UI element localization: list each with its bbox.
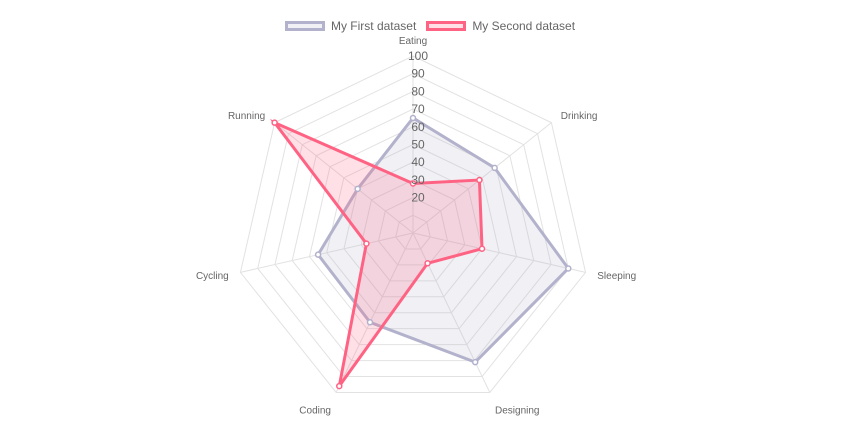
tick-label-20: 20 [411, 191, 425, 205]
spoke-drinking [412, 122, 552, 234]
spoke-sleeping [412, 232, 586, 273]
data-point-second-sleeping [478, 245, 486, 252]
legend-item-second-dataset[interactable]: My Second dataset [426, 19, 575, 33]
tick-label-60: 60 [411, 120, 425, 134]
legend-label-first-dataset: My First dataset [330, 19, 417, 33]
legend: My First dataset My Second dataset [0, 15, 860, 37]
category-label-eating: Eating [399, 36, 427, 47]
category-label-sleeping: Sleeping [597, 271, 636, 282]
category-label-running: Running [228, 111, 265, 122]
tick-label-80: 80 [411, 84, 425, 98]
category-label-cycling: Cycling [196, 271, 229, 282]
tick-label-40: 40 [411, 155, 425, 169]
data-point-first-sleeping [565, 265, 572, 272]
grid-ring-10 [395, 214, 431, 250]
data-point-second-cycling [363, 240, 370, 247]
grid-ring-20 [377, 197, 449, 266]
spoke-designing [412, 232, 491, 393]
data-point-first-coding [366, 319, 374, 326]
data-point-first-running [354, 185, 361, 193]
data-point-first-eating [409, 114, 417, 122]
category-label-coding: Coding [299, 405, 331, 416]
tick-label-100: 100 [408, 49, 428, 63]
grid-ring-50 [326, 143, 500, 314]
data-point-second-drinking [476, 176, 483, 184]
grid-ring-100 [239, 55, 587, 393]
legend-label-second-dataset: My Second dataset [472, 19, 576, 33]
grid-ring-90 [257, 73, 569, 378]
spoke-running [274, 122, 414, 234]
legend-swatch-first-dataset [284, 21, 325, 31]
data-point-second-running [271, 119, 278, 126]
tick-label-30: 30 [411, 173, 425, 187]
category-label-drinking: Drinking [561, 111, 598, 122]
data-point-second-eating [409, 180, 417, 187]
data-point-second-coding [336, 382, 343, 390]
grid-ring-80 [274, 90, 552, 362]
legend-swatch-second-dataset [426, 21, 467, 31]
tick-label-50: 50 [411, 138, 425, 152]
grid-ring-40 [343, 161, 483, 298]
legend-item-first-dataset[interactable]: My First dataset [284, 19, 417, 33]
series-area-first-dataset [316, 115, 571, 364]
category-label-designing: Designing [495, 405, 539, 416]
data-point-second-designing [424, 260, 431, 267]
spoke-coding [335, 232, 414, 393]
data-point-first-cycling [314, 251, 322, 258]
data-point-first-drinking [491, 164, 498, 172]
tick-label-90: 90 [411, 67, 425, 81]
tick-label-70: 70 [411, 102, 425, 116]
grid-ring-30 [360, 179, 466, 282]
series-area-second-dataset [269, 118, 484, 387]
spoke-cycling [240, 232, 414, 273]
grid-ring-60 [308, 126, 518, 330]
data-point-first-designing [471, 358, 479, 366]
